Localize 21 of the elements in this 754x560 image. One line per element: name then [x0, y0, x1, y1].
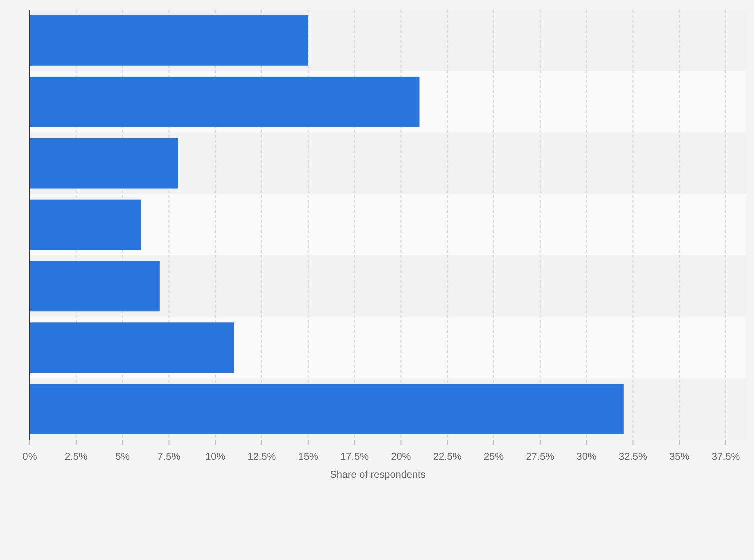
x-tick-label: 10%: [206, 452, 226, 463]
x-tick-label: 5%: [116, 452, 130, 463]
x-tick-label: 32.5%: [619, 452, 648, 463]
bar: [30, 322, 234, 374]
bar: [30, 200, 142, 250]
bar: [30, 138, 178, 189]
x-tick-label: 37.5%: [712, 452, 740, 463]
x-tick-label: 0%: [22, 452, 38, 463]
x-tick-label: 20%: [391, 452, 412, 463]
x-tick-label: 30%: [576, 452, 597, 463]
x-tick-label: 7.5%: [158, 452, 181, 463]
x-tick-label: 15%: [298, 452, 319, 463]
x-tick-label: 25%: [484, 452, 504, 463]
bar: [30, 261, 160, 312]
x-tick-label: 22.5%: [433, 452, 462, 463]
x-tick-label: 2.5%: [65, 452, 88, 463]
x-axis-title: Share of respondents: [330, 470, 426, 481]
x-tick-label: 17.5%: [340, 452, 370, 463]
x-tick-label: 27.5%: [526, 452, 555, 463]
x-tick-label: 12.5%: [248, 452, 276, 463]
x-tick-label: 35%: [670, 452, 690, 463]
